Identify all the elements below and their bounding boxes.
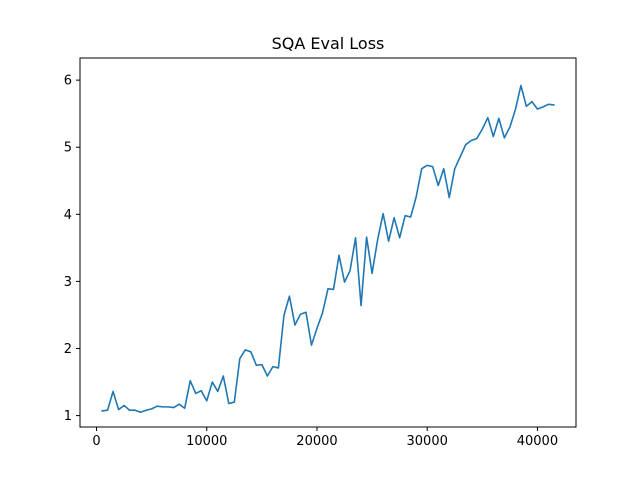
series-group (101, 84, 555, 414)
y-tick-label: 4 (64, 208, 72, 223)
y-tick-label: 2 (64, 342, 72, 357)
y-axis-ticks: 1 2 3 4 5 6 (64, 74, 80, 424)
x-tick-label: 0 (92, 434, 100, 449)
x-tick-label: 30000 (407, 434, 448, 449)
plot-frame (79, 57, 577, 428)
y-tick-label: 5 (64, 141, 72, 156)
y-tick-label: 1 (64, 409, 72, 424)
y-tick-label: 3 (64, 275, 72, 290)
x-axis-ticks: 0 10000 20000 30000 40000 (92, 427, 558, 449)
x-tick-label: 10000 (186, 434, 227, 449)
chart-title: SQA Eval Loss (272, 34, 385, 53)
y-tick-label: 6 (64, 74, 72, 89)
x-tick-label: 20000 (296, 434, 337, 449)
x-tick-label: 40000 (517, 434, 558, 449)
series-line (101, 84, 555, 414)
